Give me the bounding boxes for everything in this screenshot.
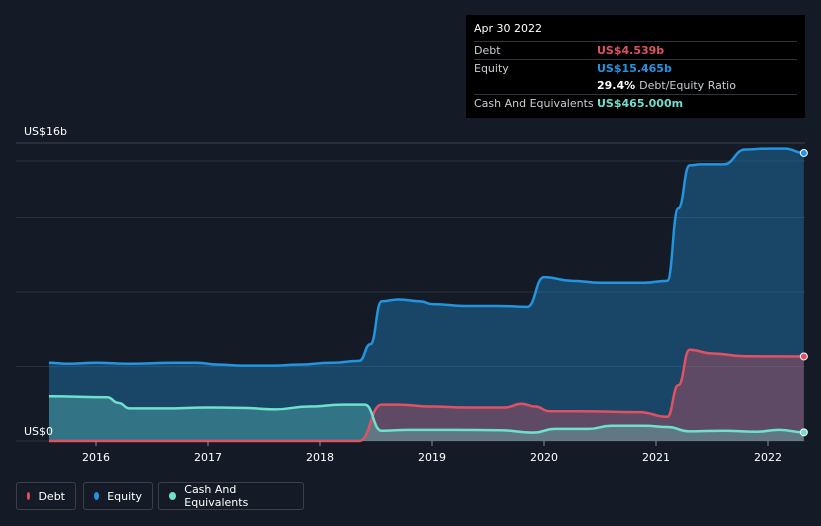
legend-item-cash[interactable]: Cash And Equivalents <box>158 482 304 510</box>
equity-dot-icon <box>94 492 100 500</box>
cash-dot-icon <box>169 492 177 500</box>
grid-lines <box>16 142 805 442</box>
tooltip-ratio-value: 29.4% <box>597 79 636 92</box>
x-tick-label: 2019 <box>418 451 446 464</box>
x-axis-ticks: 2016 2017 2018 2019 2020 2021 2022 <box>82 441 782 464</box>
tooltip-row-ratio: 29.4% Debt/Equity Ratio <box>474 77 797 94</box>
y-axis-top-label: US$16b <box>24 125 67 138</box>
tooltip-debt-label: Debt <box>474 44 501 57</box>
x-tick-label: 2020 <box>530 451 558 464</box>
x-tick-label: 2022 <box>754 451 782 464</box>
x-tick-label: 2017 <box>194 451 222 464</box>
x-tick-label: 2018 <box>306 451 334 464</box>
cash-and-equivalents-area <box>48 396 804 441</box>
tooltip-equity-value: US$15.465b <box>597 62 672 75</box>
tooltip-cash-value: US$465.000m <box>597 97 684 110</box>
legend-cash-label: Cash And Equivalents <box>184 483 249 509</box>
tooltip-row-debt: Debt US$4.539b <box>474 41 797 59</box>
tooltip-row-equity: Equity US$15.465b <box>474 59 797 77</box>
legend-item-debt[interactable]: Debt <box>16 482 76 510</box>
tooltip-panel: Apr 30 2022 Debt US$4.539b Equity US$15.… <box>466 15 805 118</box>
legend-item-equity[interactable]: Equity <box>83 482 153 510</box>
tooltip-row-cash: Cash And Equivalents US$465.000m <box>474 94 797 112</box>
tooltip-debt-value: US$4.539b <box>597 44 665 57</box>
equity-line <box>48 147 804 367</box>
debt-area <box>48 349 804 441</box>
x-tick-label: 2021 <box>642 451 670 464</box>
debt-line <box>48 348 804 443</box>
legend-equity-label: Equity <box>107 489 142 503</box>
series-end-markers <box>799 148 808 437</box>
tooltip-ratio-label: Debt/Equity Ratio <box>639 79 736 92</box>
debt-dot-icon <box>27 492 31 500</box>
series-areas <box>48 148 804 441</box>
tooltip-cash-label: Cash And Equivalents <box>474 97 594 110</box>
y-axis-bottom-label: US$0 <box>24 425 53 438</box>
tooltip-equity-label: Equity <box>474 62 509 75</box>
x-tick-label: 2016 <box>82 451 110 464</box>
series-lines <box>48 147 804 443</box>
cash-and-equivalents-end-marker <box>799 428 808 437</box>
legend-debt-label: Debt <box>38 489 65 503</box>
equity-area <box>48 148 804 441</box>
tooltip-date: Apr 30 2022 <box>474 22 543 35</box>
tooltip-ratio-spacer <box>474 77 597 94</box>
equity-end-marker <box>799 148 808 157</box>
debt-end-marker <box>799 352 808 361</box>
cash-and-equivalents-line <box>48 395 804 434</box>
